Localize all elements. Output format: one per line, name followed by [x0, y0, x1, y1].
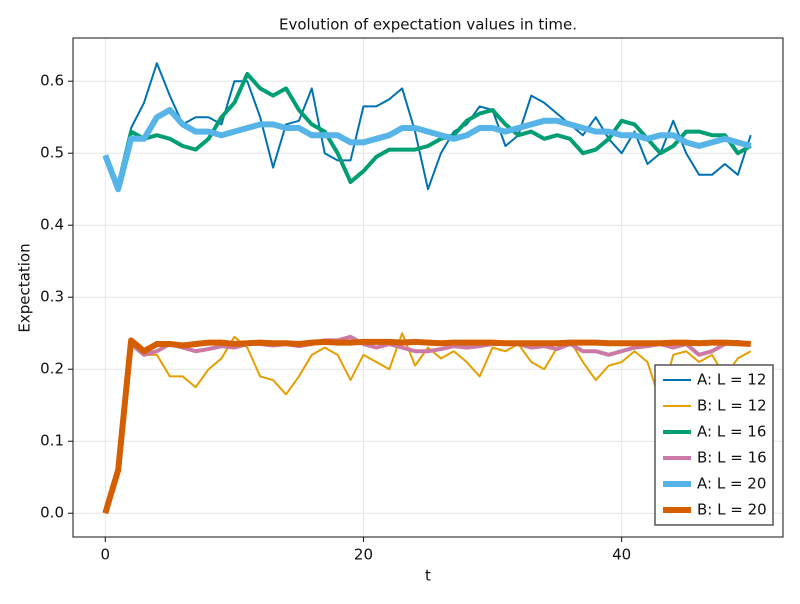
y-axis-label: Expectation	[16, 243, 34, 332]
series-line	[104, 62, 752, 191]
y-tick-label: 0.5	[40, 144, 64, 162]
legend-label: B: L = 20	[697, 501, 767, 519]
legend-label: A: L = 16	[697, 423, 766, 441]
plot-frame	[72, 37, 784, 538]
y-tick-label: 0.0	[40, 504, 64, 522]
legend-label: B: L = 16	[697, 449, 767, 467]
legend-label: B: L = 12	[697, 397, 767, 415]
chart-title: Evolution of expectation values in time.	[279, 16, 577, 34]
series-line	[102, 337, 751, 515]
series-line	[102, 107, 752, 193]
x-tick-label: 0	[100, 546, 110, 564]
series-line	[104, 332, 752, 514]
series-line	[103, 334, 752, 514]
y-tick-label: 0.2	[40, 360, 64, 378]
y-tick-label: 0.4	[40, 216, 64, 234]
y-tick-label: 0.3	[40, 288, 64, 306]
legend-label: A: L = 20	[697, 475, 766, 493]
x-tick-label: 40	[612, 546, 631, 564]
legend-label: A: L = 12	[697, 371, 766, 389]
x-axis-label: t	[425, 567, 431, 585]
x-tick-label: 20	[354, 546, 373, 564]
legend-box	[654, 364, 774, 526]
y-tick-label: 0.6	[40, 72, 64, 90]
y-tick-label: 0.1	[40, 432, 64, 450]
